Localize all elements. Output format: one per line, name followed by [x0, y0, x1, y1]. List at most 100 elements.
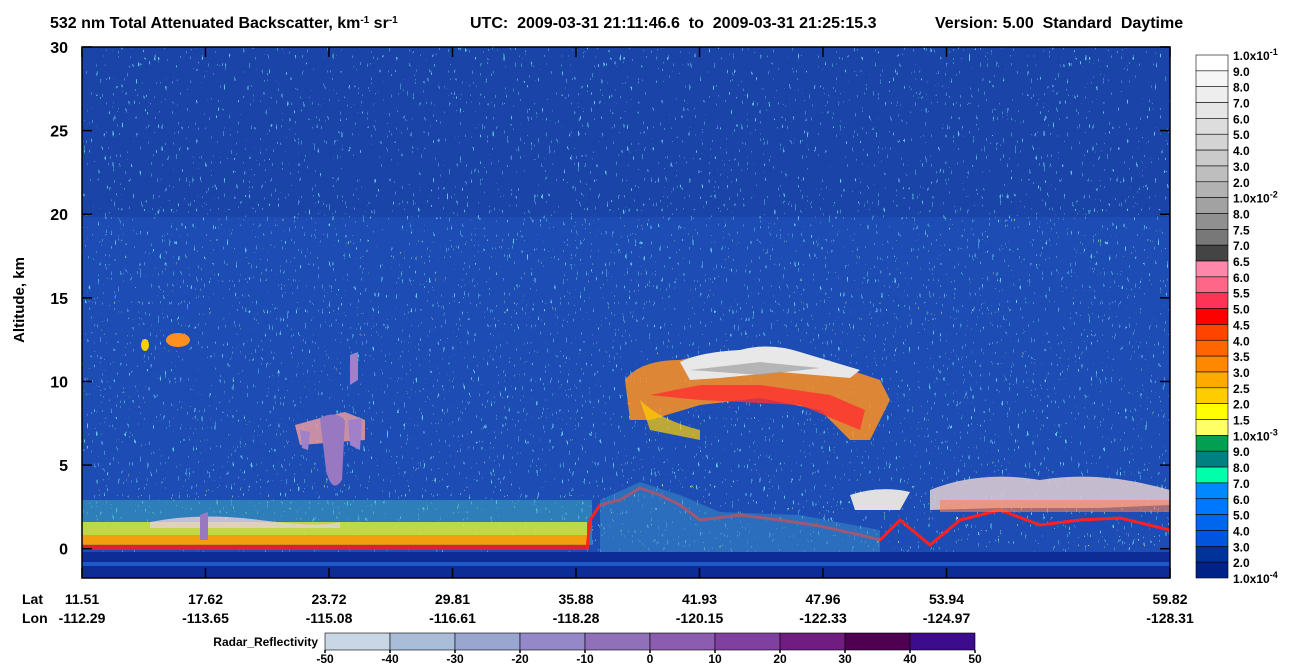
boundary-layer: [600, 482, 880, 552]
colorbar-swatch: [1195, 419, 1229, 436]
colorbar-swatch: [1195, 292, 1229, 309]
colorbar-swatch: [1195, 387, 1229, 404]
colorbar-swatch: [1195, 324, 1229, 341]
lat-tick-label: 53.94: [929, 591, 964, 607]
radar-swatch: [519, 632, 586, 651]
colorbar-swatch: [1195, 561, 1229, 579]
radar-echo: [300, 430, 310, 450]
colorbar-label: 7.0: [1233, 97, 1250, 111]
colorbar-swatch: [1195, 149, 1229, 167]
lon-tick-label: -118.28: [553, 610, 600, 626]
radar-tick-label: -40: [381, 652, 399, 666]
radar-tick-label: 20: [773, 652, 787, 666]
colorbar-label: 1.0x10-4: [1233, 570, 1278, 586]
colorbar-swatch: [1195, 339, 1229, 357]
y-tick-label: 30: [50, 40, 68, 57]
colorbar-swatch: [1195, 308, 1229, 325]
colorbar-label: 1.0x10-2: [1233, 190, 1278, 206]
colorbar-label: 4.0: [1233, 334, 1250, 348]
radar-swatch: [454, 632, 521, 651]
lon-tick-label: -112.29: [59, 610, 106, 626]
radar-echo: [348, 418, 362, 450]
radar-tick-label: 50: [968, 652, 982, 666]
colorbar-label-mantissa: 1.0x10: [1233, 49, 1270, 63]
title-superscript: -1: [389, 15, 398, 26]
colorbar-label: 3.0: [1233, 160, 1250, 174]
colorbar-label-exponent: -3: [1270, 427, 1278, 437]
colorbar-swatch: [1195, 54, 1229, 72]
colorbar-swatch: [1195, 229, 1229, 246]
colorbar-swatch: [1195, 466, 1229, 484]
aerosol-layer: [150, 516, 340, 528]
colorbar-label: 5.5: [1233, 287, 1250, 301]
radar-tick-label: 30: [838, 652, 852, 666]
colorbar-swatch: [1195, 371, 1229, 389]
lon-tick-label: -128.31: [1146, 610, 1194, 626]
lat-tick-label: 17.62: [188, 591, 223, 607]
colorbar-label-exponent: -2: [1270, 190, 1278, 200]
colorbar-label: 1.0x10-3: [1233, 427, 1278, 443]
lat-tick-label: 23.72: [311, 591, 346, 607]
colorbar-swatch: [1195, 86, 1229, 103]
colorbar-swatch: [1195, 165, 1229, 183]
colorbar-swatch: [1195, 450, 1229, 468]
colorbar-swatch: [1195, 181, 1229, 198]
colorbar-label: 3.5: [1233, 350, 1250, 364]
colorbar-label: 8.0: [1233, 81, 1250, 95]
colorbar-label: 7.0: [1233, 239, 1250, 253]
colorbar-label-exponent: -1: [1270, 47, 1278, 57]
colorbar-swatch: [1195, 133, 1229, 151]
radar-tick-label: 40: [903, 652, 917, 666]
colorbar-label: 9.0: [1233, 65, 1250, 79]
cirrus-cloud: [690, 362, 820, 375]
colorbar-label: 8.0: [1233, 207, 1250, 221]
radar-tick-label: -50: [316, 652, 334, 666]
cirrus-cloud: [650, 385, 865, 430]
radar-swatch: [909, 632, 976, 651]
lat-tick-label: 11.51: [65, 591, 99, 607]
radar-tick-label: 10: [708, 652, 722, 666]
lat-tick-label: 41.93: [682, 591, 717, 607]
colorbar-swatch: [1195, 403, 1229, 420]
colorbar-label: 6.0: [1233, 112, 1250, 126]
backscatter-field: [82, 47, 1170, 578]
colorbar-swatch: [1195, 70, 1229, 87]
lon-tick-label: -115.08: [306, 610, 353, 626]
radar-tick-label: -30: [446, 652, 464, 666]
colorbar-label: 5.0: [1233, 128, 1250, 142]
lat-label: Lat: [22, 591, 43, 607]
radar-swatch: [389, 632, 456, 651]
radar-tick-label: -10: [576, 652, 594, 666]
radar-colorbar-label: Radar_Reflectivity: [213, 635, 318, 649]
y-tick-label: 15: [50, 291, 68, 308]
radar-tick-label: 0: [647, 652, 654, 666]
surface-return: [82, 545, 587, 550]
colorbar-label-exponent: -4: [1270, 570, 1278, 580]
colorbar-label-mantissa: 1.0x10: [1233, 429, 1270, 443]
boundary-layer: [82, 535, 587, 545]
colorbar-label-mantissa: 1.0x10: [1233, 192, 1270, 206]
lat-tick-label: 59.82: [1152, 591, 1187, 607]
colorbar-label: 4.0: [1233, 144, 1250, 158]
low-cloud: [940, 500, 1170, 512]
lon-tick-label: -124.97: [923, 610, 971, 626]
colorbar-swatch: [1195, 197, 1229, 214]
cloud: [166, 333, 190, 347]
subsurface: [82, 562, 1170, 566]
colorbar-label: 6.0: [1233, 493, 1250, 507]
cloud: [141, 339, 149, 351]
colorbar-label: 3.0: [1233, 366, 1250, 380]
y-tick-label: 10: [50, 374, 68, 391]
colorbar-label: 1.5: [1233, 414, 1250, 428]
colorbar-swatch: [1195, 276, 1229, 294]
colorbar-swatch: [1195, 118, 1229, 135]
plot-frame: [81, 46, 1171, 579]
colorbar-label: 6.0: [1233, 271, 1250, 285]
cirrus-cloud: [640, 400, 700, 440]
colorbar-label: 4.0: [1233, 524, 1250, 538]
colorbar-label: 2.0: [1233, 398, 1250, 412]
colorbar-label: 5.0: [1233, 303, 1250, 317]
radar-tick-label: -20: [511, 652, 529, 666]
colorbar-swatch: [1195, 355, 1229, 373]
y-tick-label: 5: [59, 458, 68, 475]
